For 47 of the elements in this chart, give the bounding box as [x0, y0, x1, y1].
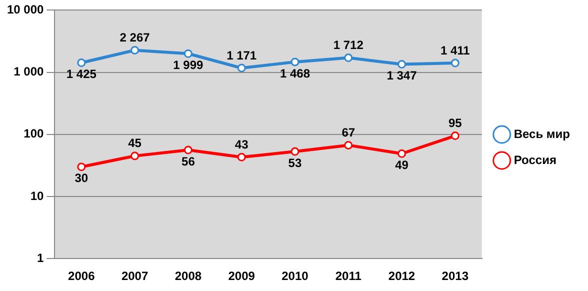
- legend-label: Россия: [514, 152, 556, 167]
- legend-label: Весь мир: [514, 126, 570, 141]
- x-tick-label: 2008: [174, 269, 202, 284]
- data-label: 1 425: [66, 67, 97, 82]
- data-label: 95: [448, 116, 462, 130]
- data-label: 67: [342, 126, 356, 140]
- x-tick-label: 2013: [442, 269, 469, 284]
- point: [130, 152, 140, 160]
- point: [184, 146, 192, 154]
- x-tick-label: 2012: [388, 269, 416, 284]
- point: [344, 54, 353, 62]
- y-tick-label: 100: [24, 126, 44, 141]
- point: [450, 132, 460, 140]
- data-label: 1 347: [386, 68, 418, 83]
- data-label: 56: [182, 154, 196, 168]
- x-tick-label: 2007: [121, 269, 148, 284]
- data-label: 45: [128, 136, 142, 150]
- point: [237, 152, 246, 162]
- data-label: 43: [234, 137, 249, 152]
- point: [398, 149, 406, 158]
- data-label: 53: [288, 156, 302, 170]
- x-tick-label: 2009: [228, 269, 256, 284]
- point: [344, 140, 353, 150]
- y-tick-label: 1 000: [14, 64, 44, 79]
- data-label: 1 468: [280, 66, 310, 80]
- point: [77, 162, 86, 172]
- data-label: 30: [74, 171, 88, 186]
- point: [237, 64, 246, 72]
- data-label: 49: [395, 158, 409, 172]
- x-tick-label: 2011: [335, 269, 362, 284]
- data-label: 1 999: [173, 58, 204, 72]
- point: [290, 147, 300, 156]
- point: [450, 58, 460, 68]
- data-label: 1 171: [226, 48, 257, 62]
- y-tick-label: 1: [37, 250, 44, 265]
- data-label: 1 411: [440, 43, 470, 58]
- y-tick-label: 10: [30, 188, 44, 203]
- point: [290, 58, 300, 66]
- data-label: 1 712: [333, 38, 364, 52]
- point: [184, 49, 192, 58]
- y-tick-label: 10 000: [7, 2, 44, 17]
- point: [130, 46, 140, 54]
- x-tick-label: 2006: [68, 269, 96, 284]
- x-tick-label: 2010: [282, 269, 309, 284]
- point: [398, 60, 406, 69]
- point: [77, 58, 86, 67]
- data-label: 2 267: [120, 30, 150, 45]
